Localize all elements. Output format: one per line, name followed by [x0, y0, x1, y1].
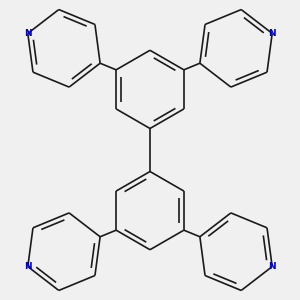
Text: N: N [24, 262, 32, 271]
Text: N: N [268, 262, 276, 271]
Text: N: N [24, 29, 32, 38]
Text: N: N [268, 29, 276, 38]
